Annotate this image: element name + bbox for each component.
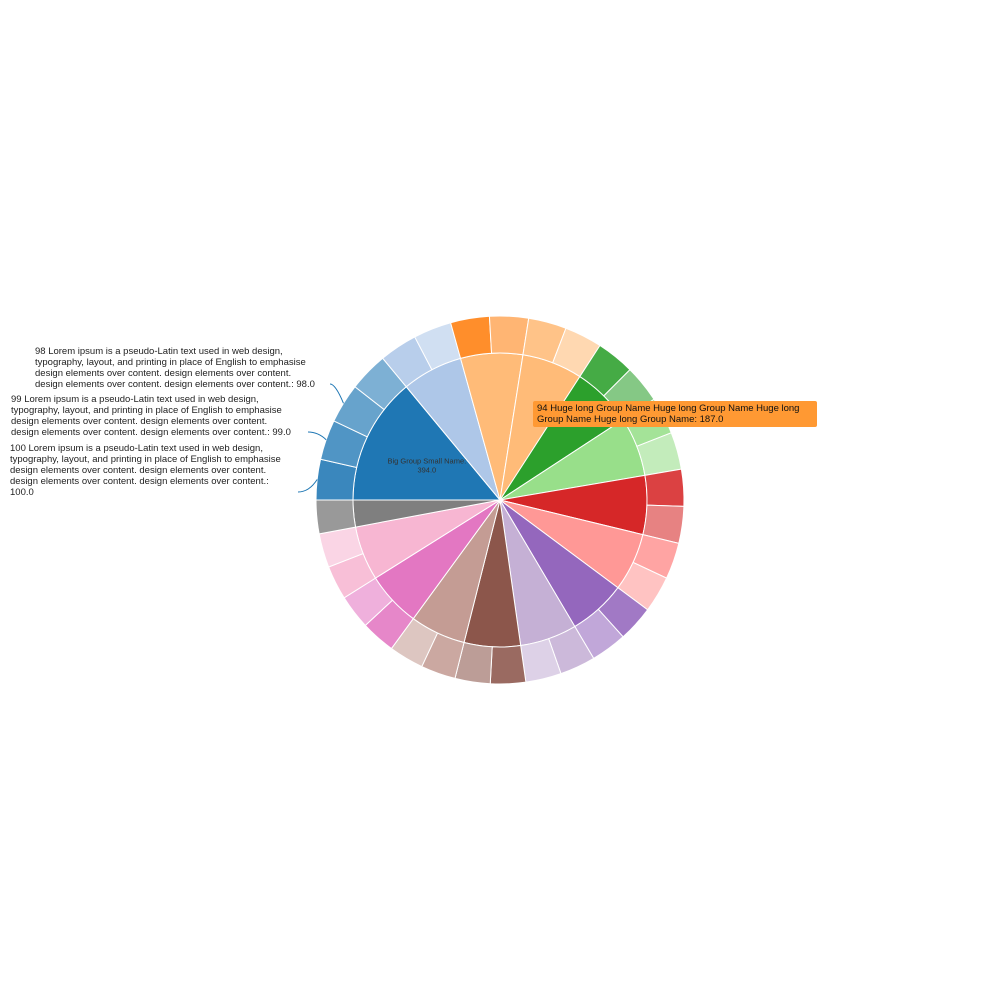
leaf-wedge[interactable] bbox=[390, 617, 439, 668]
callout-label: 98 Lorem ipsum is a pseudo-Latin text us… bbox=[35, 346, 283, 357]
leaf-wedge[interactable] bbox=[315, 499, 357, 535]
leaf-wedge[interactable] bbox=[642, 504, 685, 544]
leaf-wedge[interactable] bbox=[319, 420, 368, 469]
callout-label: design elements over content. design ele… bbox=[35, 368, 291, 379]
callout-label: design elements over content. design ele… bbox=[35, 379, 315, 390]
callout-label: typography, layout, and printing in plac… bbox=[11, 405, 282, 416]
leaf-wedge[interactable] bbox=[364, 599, 414, 650]
callout-label: design elements over content. design ele… bbox=[10, 465, 266, 476]
callout-leader-line bbox=[329, 383, 344, 404]
callout-label: 100 Lorem ipsum is a pseudo-Latin text u… bbox=[10, 443, 263, 454]
leaf-wedge[interactable] bbox=[644, 468, 685, 507]
leaf-wedge[interactable] bbox=[449, 315, 493, 360]
callout-label: 100.0 bbox=[10, 487, 34, 498]
leaf-wedge[interactable] bbox=[343, 577, 394, 627]
group-value: 394.0 bbox=[417, 466, 436, 475]
leaf-wedge[interactable] bbox=[354, 357, 407, 411]
leaf-wedge[interactable] bbox=[489, 644, 527, 685]
leaf-wedge[interactable] bbox=[327, 552, 377, 599]
leaf-wedge[interactable] bbox=[520, 638, 562, 683]
leaf-wedge[interactable] bbox=[522, 317, 567, 364]
callout-label: typography, layout, and printing in plac… bbox=[10, 454, 281, 465]
callout-label: typography, layout, and printing in plac… bbox=[35, 357, 306, 368]
leaf-wedge[interactable] bbox=[617, 561, 668, 611]
callout-label: design elements over content. design ele… bbox=[10, 476, 269, 487]
leaf-wedge[interactable] bbox=[548, 625, 595, 675]
callout-leader-line bbox=[297, 479, 318, 493]
leaf-wedge[interactable] bbox=[414, 322, 462, 371]
leaf-wedge[interactable] bbox=[381, 336, 433, 388]
callout-label: 99 Lorem ipsum is a pseudo-Latin text us… bbox=[11, 394, 259, 405]
leaf-wedge[interactable] bbox=[579, 344, 631, 397]
callout-leader-line bbox=[307, 431, 327, 441]
callout-label: design elements over content. design ele… bbox=[11, 416, 267, 427]
callout-label: design elements over content. design ele… bbox=[11, 427, 291, 438]
leaf-wedge[interactable] bbox=[454, 641, 493, 685]
leaf-wedge[interactable] bbox=[318, 526, 364, 568]
leaf-wedge[interactable] bbox=[597, 587, 649, 638]
hover-tooltip: 94 Huge long Group Name Huge long Group … bbox=[533, 401, 817, 427]
leaf-wedge[interactable] bbox=[552, 327, 601, 378]
leaf-wedge[interactable] bbox=[636, 432, 682, 476]
leaf-wedge[interactable] bbox=[488, 315, 530, 356]
group-label: Big Group Small Name: bbox=[387, 457, 466, 466]
leaf-wedge[interactable] bbox=[333, 386, 385, 438]
